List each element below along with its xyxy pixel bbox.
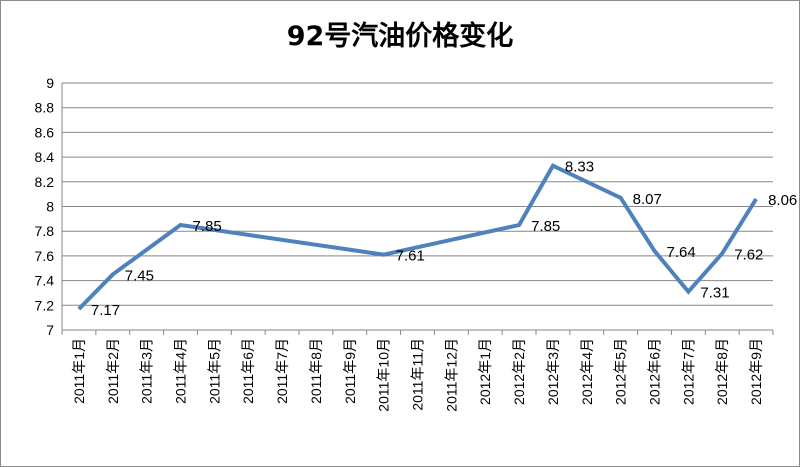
data-point (654, 250, 655, 252)
x-tick-label: 2011年5月 (206, 338, 222, 404)
series-layer (77, 163, 758, 311)
x-tick-label: 2011年11月 (410, 338, 426, 411)
x-tick-label: 2011年9月 (342, 338, 358, 404)
y-tick-label: 8.2 (35, 174, 55, 190)
data-point (620, 197, 622, 199)
data-point (552, 165, 554, 167)
y-tick-label: 7.2 (35, 297, 55, 313)
series-line (77, 163, 758, 311)
data-point (721, 252, 723, 254)
y-tick-label: 8.4 (35, 149, 55, 165)
x-tick-label: 2011年7月 (274, 338, 290, 404)
chart-title: 92号汽油价格变化 (286, 21, 514, 52)
data-label: 7.85 (531, 218, 560, 235)
data-label: 7.85 (193, 218, 222, 235)
x-tick-label: 2012年6月 (647, 338, 663, 405)
x-tick-label: 2011年2月 (105, 338, 121, 404)
data-label: 8.06 (768, 192, 797, 209)
x-tick-label: 2012年9月 (748, 338, 764, 405)
data-label-layer: 7.17 7.45 7.85 7.61 7.85 8.33 8.07 7.64 7.31 7.62… (91, 159, 797, 319)
grid-layer (62, 82, 773, 306)
x-tick-label: 2012年5月 (613, 338, 629, 405)
data-label: 7.62 (734, 246, 763, 263)
x-tick-label: 2011年6月 (240, 338, 256, 404)
x-tick-label: 2012年7月 (680, 338, 696, 405)
data-point (755, 198, 757, 200)
x-tick-label: 2012年8月 (714, 338, 730, 405)
y-tick-label: 7.8 (35, 223, 55, 239)
data-label: 7.64 (667, 244, 696, 261)
data-label: 7.31 (700, 285, 729, 302)
data-label: 8.07 (633, 191, 662, 208)
axis-layer: 7 7.2 7.4 7.6 7.8 8 8.2 8.4 8.6 8.8 9 2011年1月 2011年2… (35, 75, 774, 412)
x-tick-label: 2011年1月 (71, 338, 87, 404)
data-point (383, 254, 385, 256)
x-tick-label: 2012年1月 (477, 338, 493, 405)
x-tick-label: 2011年12月 (443, 338, 459, 412)
x-tick-label: 2011年3月 (139, 338, 155, 404)
x-tick-label: 2012年4月 (579, 338, 595, 405)
y-tick-label: 7 (46, 322, 54, 338)
x-tick-label: 2012年2月 (511, 338, 527, 405)
data-point (518, 224, 520, 226)
y-tick-label: 7.4 (35, 273, 55, 289)
y-tick-label: 8.8 (35, 100, 55, 116)
y-tick-label: 8.6 (35, 124, 55, 140)
data-point (78, 308, 80, 310)
y-tick-label: 9 (46, 75, 54, 91)
x-tick-label: 2011年4月 (173, 338, 189, 404)
data-point (687, 291, 689, 293)
y-tick-label: 8 (46, 199, 54, 215)
data-point (112, 273, 114, 275)
data-point (180, 224, 181, 226)
x-tick-label: 2011年8月 (308, 338, 324, 404)
data-label: 7.61 (396, 248, 425, 265)
data-label: 7.17 (91, 302, 120, 319)
x-tick-label: 2011年10月 (376, 338, 392, 412)
x-tick-label: 2012年3月 (545, 338, 561, 405)
data-label: 7.45 (125, 267, 154, 284)
data-label: 8.33 (565, 159, 594, 176)
y-tick-label: 7.6 (35, 248, 55, 264)
